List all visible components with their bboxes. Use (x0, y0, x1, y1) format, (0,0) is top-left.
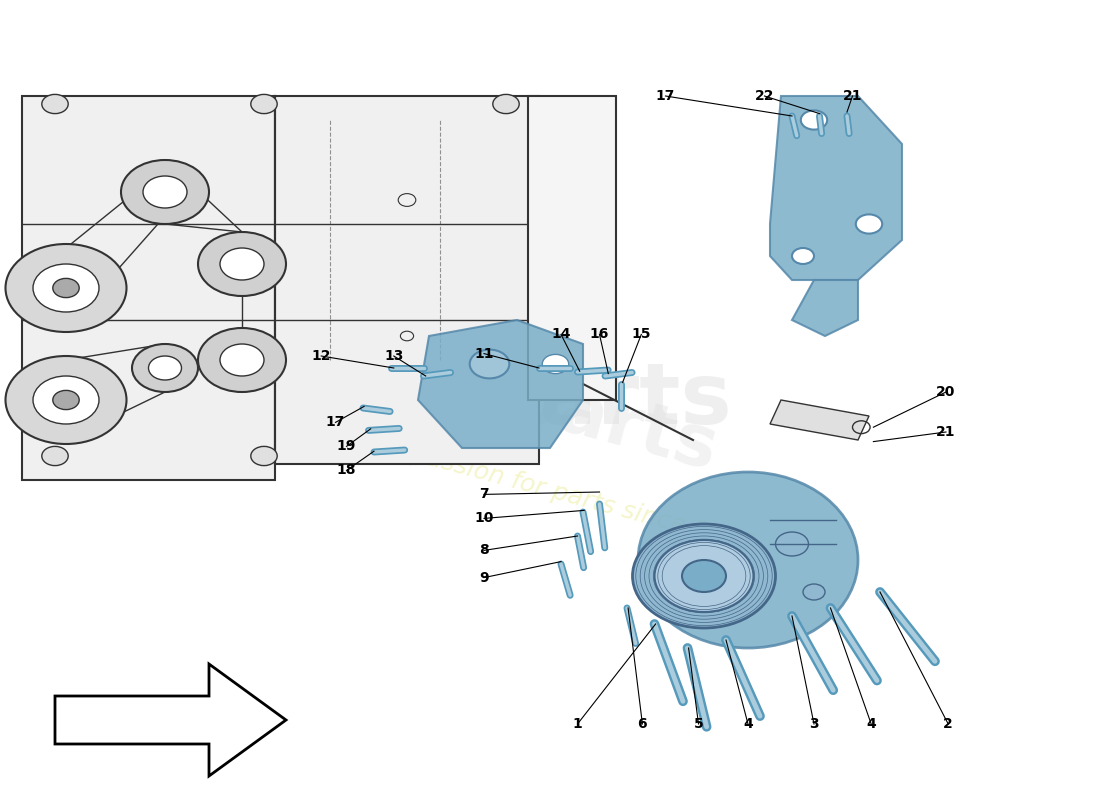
Text: 6: 6 (638, 717, 647, 731)
Circle shape (493, 94, 519, 114)
Circle shape (198, 232, 286, 296)
Polygon shape (792, 280, 858, 336)
Circle shape (801, 110, 827, 130)
Circle shape (654, 540, 754, 612)
Circle shape (682, 560, 726, 592)
Circle shape (542, 354, 569, 374)
Circle shape (856, 214, 882, 234)
Text: 10: 10 (474, 511, 494, 526)
Circle shape (776, 532, 808, 556)
Polygon shape (770, 400, 869, 440)
Text: eurocarparts: eurocarparts (199, 282, 725, 486)
Text: 7: 7 (480, 487, 488, 502)
Text: a passion for parts since 1995: a passion for parts since 1995 (386, 435, 758, 557)
Text: 20: 20 (936, 385, 956, 399)
Text: 18: 18 (337, 463, 356, 478)
Circle shape (792, 248, 814, 264)
Circle shape (132, 344, 198, 392)
FancyBboxPatch shape (22, 96, 275, 480)
Circle shape (143, 176, 187, 208)
Text: 16: 16 (590, 327, 609, 342)
Circle shape (803, 584, 825, 600)
Text: 8: 8 (480, 543, 488, 558)
Circle shape (121, 160, 209, 224)
Text: 4: 4 (867, 717, 876, 731)
Circle shape (33, 264, 99, 312)
Polygon shape (770, 96, 902, 280)
Text: 13: 13 (384, 349, 404, 363)
Text: 5: 5 (694, 717, 703, 731)
Circle shape (42, 94, 68, 114)
Circle shape (6, 356, 126, 444)
Text: parts: parts (477, 358, 733, 442)
Circle shape (632, 524, 776, 628)
Text: 9: 9 (480, 570, 488, 585)
Text: 1: 1 (573, 717, 582, 731)
Circle shape (6, 244, 126, 332)
Circle shape (198, 328, 286, 392)
Text: 3: 3 (810, 717, 818, 731)
Circle shape (42, 446, 68, 466)
Text: 21: 21 (936, 425, 956, 439)
Circle shape (470, 350, 509, 378)
Text: 21: 21 (843, 89, 862, 103)
Polygon shape (55, 664, 286, 776)
Ellipse shape (638, 472, 858, 648)
Text: 15: 15 (631, 327, 651, 342)
Text: 22: 22 (755, 89, 774, 103)
Text: 2: 2 (944, 717, 953, 731)
Circle shape (53, 278, 79, 298)
Circle shape (220, 344, 264, 376)
Circle shape (53, 390, 79, 410)
Text: 11: 11 (474, 346, 494, 361)
Circle shape (251, 94, 277, 114)
Circle shape (33, 376, 99, 424)
Text: 19: 19 (337, 439, 356, 454)
Circle shape (251, 446, 277, 466)
FancyBboxPatch shape (275, 96, 539, 464)
Text: 17: 17 (326, 415, 345, 430)
Circle shape (220, 248, 264, 280)
Text: 4: 4 (744, 717, 752, 731)
FancyBboxPatch shape (528, 96, 616, 400)
Text: 12: 12 (311, 349, 331, 363)
Polygon shape (418, 320, 583, 448)
Text: euro: euro (274, 318, 496, 402)
Text: 17: 17 (656, 89, 675, 103)
Text: 14: 14 (551, 327, 571, 342)
Circle shape (148, 356, 182, 380)
